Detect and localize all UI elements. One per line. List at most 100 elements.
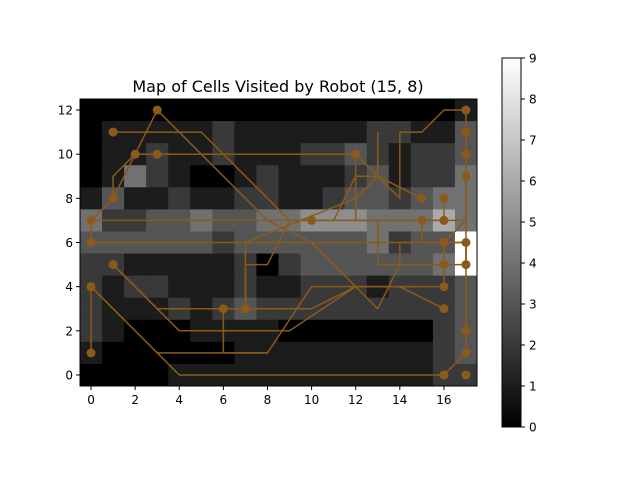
heatmap-cell	[168, 187, 191, 210]
y-tick-label: 8	[65, 192, 73, 206]
colorbar-tick-label: 8	[529, 93, 537, 107]
heatmap-cell	[102, 143, 125, 166]
path-line	[355, 109, 466, 200]
heatmap-cell	[212, 275, 235, 299]
path-point	[439, 238, 449, 247]
heatmap-cell	[388, 297, 412, 321]
heatmap-cell	[212, 121, 235, 144]
heatmap-cell	[300, 187, 324, 210]
path-line	[245, 285, 444, 310]
heatmap-cell	[146, 253, 169, 277]
path-point	[461, 149, 471, 159]
heatmap-cell	[322, 297, 346, 321]
path-point	[108, 193, 118, 203]
heatmap-cell	[278, 275, 301, 299]
path-point	[351, 149, 361, 159]
heatmap-cell	[102, 341, 125, 365]
heatmap-cell	[124, 187, 147, 210]
heatmap-cell	[300, 121, 324, 144]
path-point	[218, 304, 228, 314]
heatmap-cell	[80, 165, 103, 188]
path-point	[461, 348, 471, 358]
heatmap-cell	[278, 165, 301, 188]
y-tick-label: 2	[65, 324, 73, 338]
heatmap-cell	[168, 253, 191, 277]
heatmap-cell	[388, 99, 412, 122]
heatmap-cell	[432, 319, 456, 343]
heatmap-cell	[80, 253, 103, 277]
heatmap-cell	[190, 187, 213, 210]
colorbar-tick-label: 2	[529, 339, 537, 353]
heatmap-cell	[300, 99, 324, 122]
path-point	[417, 193, 427, 203]
heatmap-cell	[344, 253, 368, 277]
colorbar-tick-label: 5	[529, 216, 537, 230]
heatmap-cell	[212, 253, 235, 277]
colorbar-tick-label: 9	[529, 52, 537, 66]
heatmap-cell	[344, 319, 368, 343]
heatmap-cell	[322, 165, 346, 188]
heatmap-cell	[410, 99, 434, 122]
heatmap-cell	[102, 319, 125, 343]
heatmap-cell	[124, 253, 147, 277]
heatmap-cell	[300, 319, 324, 343]
y-tick-label: 0	[65, 368, 73, 382]
heatmap-cell	[278, 99, 301, 122]
x-tick-label: 12	[348, 393, 363, 407]
colorbar-tick-label: 7	[529, 134, 537, 148]
heatmap-cell	[146, 363, 169, 387]
path-point	[86, 282, 96, 292]
robot-points	[86, 105, 471, 380]
heatmap-cell	[322, 121, 346, 144]
heatmap-cell	[344, 341, 368, 365]
path-point	[461, 127, 471, 137]
heatmap-cell	[410, 319, 434, 343]
heatmap-cell	[190, 165, 213, 188]
heatmap-cell	[432, 165, 456, 188]
path-point	[439, 260, 449, 270]
path-point	[130, 149, 140, 159]
heatmap-cell	[322, 99, 346, 122]
heatmap-cell	[278, 187, 301, 210]
heatmap-cell	[212, 187, 235, 210]
heatmap-cell	[80, 363, 103, 387]
heatmap-cell	[102, 275, 125, 299]
path-point	[417, 215, 427, 225]
heatmap-cell	[234, 121, 257, 144]
path-point	[152, 105, 162, 115]
heatmap-cell	[322, 341, 346, 365]
heatmap-cell	[366, 319, 390, 343]
heatmap-cell	[168, 275, 191, 299]
y-axis: 0 2 4 6 8 10 12	[58, 104, 80, 382]
heatmap-cell	[344, 297, 368, 321]
heatmap-cell	[432, 143, 456, 166]
heatmap-cell	[212, 99, 235, 122]
heatmap-cell	[146, 275, 169, 299]
heatmap-cell	[146, 165, 169, 188]
path-point	[461, 370, 471, 380]
heatmap-cell	[190, 99, 213, 122]
x-tick-label: 8	[264, 393, 272, 407]
path-point	[461, 326, 471, 336]
path-point	[439, 215, 449, 225]
heatmap-cell	[168, 99, 191, 122]
heatmap-cell	[124, 165, 147, 188]
heatmap-cell	[366, 187, 390, 210]
x-axis: 0 2 4 6 8 10 12 14 16	[87, 386, 452, 407]
heatmap-cell	[80, 121, 103, 144]
chart-title: Map of Cells Visited by Robot (15, 8)	[132, 77, 423, 96]
heatmap-cell	[278, 253, 301, 277]
heatmap-cell	[388, 341, 412, 365]
heatmap-cell	[344, 99, 368, 122]
heatmap-cell	[410, 341, 434, 365]
path-point	[439, 370, 449, 380]
heatmap-cell	[124, 341, 147, 365]
path-point	[461, 260, 471, 270]
heatmap-cell	[168, 165, 191, 188]
heatmap-cell	[300, 341, 324, 365]
path-line	[112, 153, 357, 221]
heatmap-cell	[278, 121, 301, 144]
heatmap-cell	[234, 99, 257, 122]
heatmap-cell	[146, 319, 169, 343]
heatmap-cell	[102, 99, 125, 122]
